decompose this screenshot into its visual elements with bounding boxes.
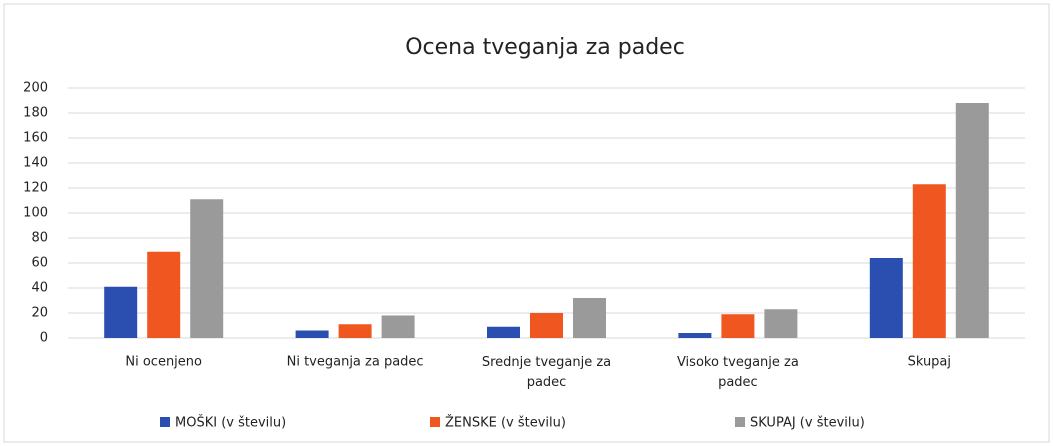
bar [721,314,755,338]
bar [295,330,329,338]
y-tick-label: 20 [31,306,48,321]
y-tick-label: 180 [23,106,48,121]
y-tick-label: 80 [31,231,48,246]
bar [487,326,520,338]
legend-swatch [735,417,745,427]
bar [573,298,606,338]
legend-swatch [160,417,170,427]
bar [869,258,903,338]
chart-title: Ocena tveganja za padec [405,35,685,60]
y-tick-label: 60 [31,256,48,271]
x-tick-label: Ni ocenjeno [125,355,202,370]
y-tick-label: 120 [23,181,48,196]
y-tick-label: 0 [40,331,48,346]
bar [381,315,415,338]
x-tick-label: Srednje tveganje za padec [482,355,611,390]
legend-label: MOŠKI (v številu) [175,415,286,431]
y-tick-label: 160 [23,131,48,146]
x-tick-label: Visoko tveganje za padec [677,355,799,390]
x-tick-label: Ni tveganja za padec [287,355,424,370]
bar [530,313,563,338]
y-tick-label: 200 [23,81,48,96]
chart-border [3,3,1050,443]
y-tick-label: 40 [31,281,48,296]
bar [955,103,989,338]
bar [764,309,798,338]
bar [912,184,946,338]
bar [104,286,138,338]
legend-label: SKUPAJ (v številu) [750,416,865,431]
legend-swatch [430,417,440,427]
bar [147,251,181,338]
y-tick-label: 100 [23,206,48,221]
bar [190,199,224,338]
x-tick-label: Skupaj [908,355,951,370]
bar [678,333,712,338]
legend-label: ŽENSKE (v številu) [445,415,566,431]
bar [338,324,372,338]
y-tick-label: 140 [23,156,48,171]
